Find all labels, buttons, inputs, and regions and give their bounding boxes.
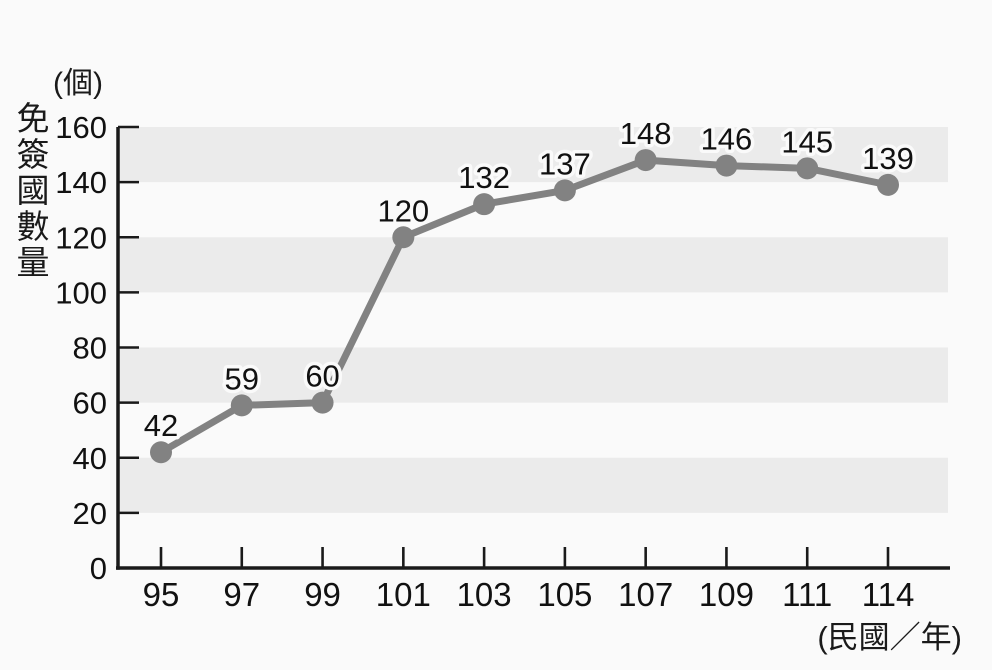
data-point-marker xyxy=(150,441,172,464)
y-axis-tick-label: 0 xyxy=(90,551,107,586)
data-point-marker xyxy=(392,226,415,249)
grid-band xyxy=(118,237,948,293)
x-axis-tick-label: 99 xyxy=(304,576,341,613)
y-axis-tick-label: 60 xyxy=(73,386,107,421)
x-axis-tick-label: 111 xyxy=(782,576,832,613)
y-axis-tick-label: 140 xyxy=(55,165,107,200)
data-point-marker xyxy=(796,157,819,180)
x-axis-unit-label: (民國／年) xyxy=(817,620,962,655)
x-axis-tick-label: 114 xyxy=(862,576,915,613)
grid-band xyxy=(118,347,948,403)
data-point-label: 120 xyxy=(377,193,429,228)
y-axis-tick-label: 20 xyxy=(73,496,107,531)
data-point-label: 59 xyxy=(225,361,259,396)
grid-band xyxy=(118,457,948,513)
y-axis-tick-label: 100 xyxy=(55,275,107,310)
y-axis-tick-label: 160 xyxy=(55,110,107,145)
data-point-marker xyxy=(473,193,496,216)
x-axis-tick-label: 95 xyxy=(143,576,180,613)
y-axis-tick-label: 120 xyxy=(55,220,107,255)
data-point-label: 60 xyxy=(305,359,339,394)
x-axis-tick-label: 105 xyxy=(537,576,592,613)
data-point-label: 148 xyxy=(620,116,672,151)
data-point-label: 145 xyxy=(781,124,833,159)
y-axis-title: 免簽國數量 xyxy=(12,101,49,281)
data-point-label: 42 xyxy=(144,408,178,443)
data-point-marker xyxy=(230,394,253,417)
data-point-marker xyxy=(634,149,657,172)
data-point-label: 132 xyxy=(458,160,510,195)
data-point-marker xyxy=(311,391,334,414)
data-point-label: 139 xyxy=(862,141,914,176)
y-axis-tick-label: 80 xyxy=(73,331,107,366)
data-line xyxy=(157,156,892,456)
y-axis-tick-label: 40 xyxy=(73,441,107,476)
data-point-label: 146 xyxy=(701,122,753,157)
x-axis-tick-label: 107 xyxy=(618,576,673,613)
x-axis-tick-label: 109 xyxy=(699,576,754,613)
data-point-marker xyxy=(553,179,576,202)
x-axis-tick-label: 97 xyxy=(223,576,260,613)
data-point-marker xyxy=(877,173,899,196)
x-axis-tick-label: 103 xyxy=(457,576,512,613)
y-axis-unit-label: (個) xyxy=(53,67,103,100)
data-point-label: 137 xyxy=(539,146,591,181)
x-axis-tick-label: 101 xyxy=(376,576,431,613)
data-point-marker xyxy=(715,154,738,177)
